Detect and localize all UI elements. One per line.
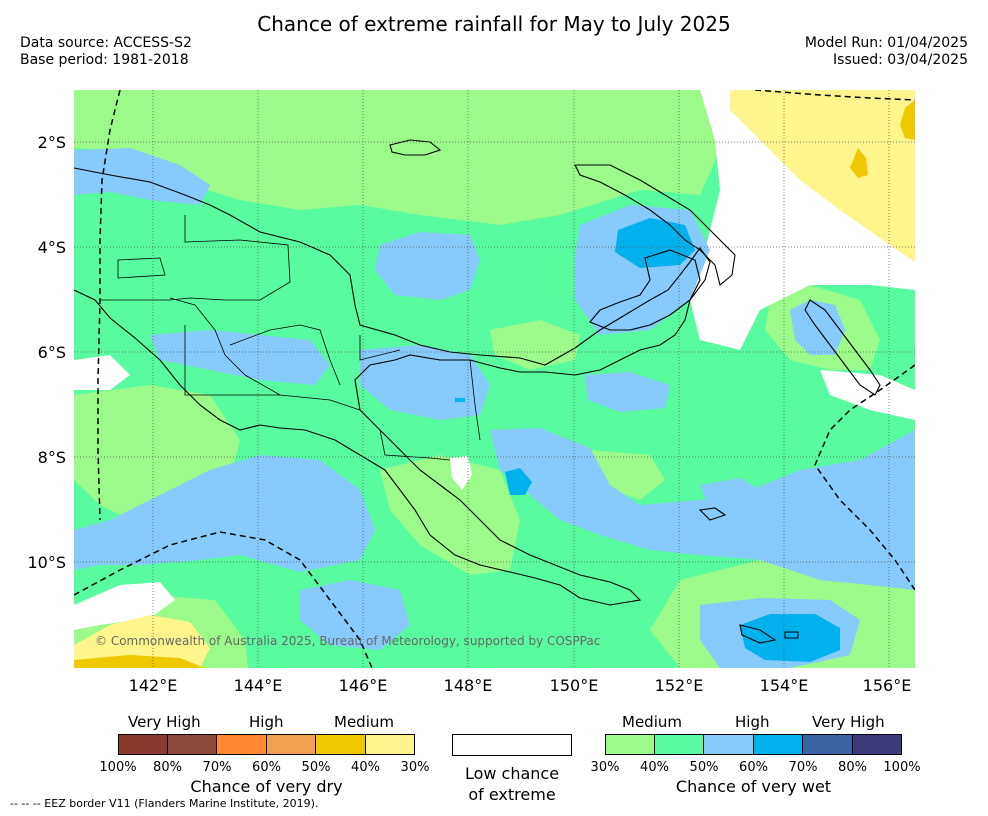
lon-label-156e: 156°E (863, 676, 912, 695)
wet-caption: Chance of very wet (675, 777, 832, 796)
eez-note: -- -- -- EEZ border V11 (Flanders Marine… (10, 797, 319, 810)
lon-label-148e: 148°E (444, 676, 493, 695)
dry-swatch-2 (167, 734, 217, 755)
longitude-labels: 142°E 144°E 146°E 148°E 150°E 152°E 154°… (129, 676, 912, 695)
lon-label-146e: 146°E (339, 676, 388, 695)
field-high-wet-mid (585, 372, 670, 412)
field-high-dry-ne2 (900, 100, 915, 140)
field-high-dry-sw (74, 655, 205, 668)
probability-field (74, 90, 915, 668)
low-chance-line1: Low chance (464, 764, 560, 783)
dry-tick-label: 30% (400, 760, 430, 775)
lat-label-6s: 6°S (38, 343, 66, 362)
lon-label-154e: 154°E (760, 676, 809, 695)
low-chance-swatch (452, 734, 572, 756)
new-britain-coast (574, 164, 736, 286)
wet-swatch-3 (704, 734, 754, 755)
field-light-green-north (74, 90, 720, 225)
dry-tick-label: 40% (351, 760, 380, 775)
province-borders (100, 215, 481, 461)
wet-header-medium: Medium (622, 713, 682, 731)
wet-swatch-2 (654, 734, 704, 755)
field-low-chance-west (74, 355, 130, 390)
field-high-wet-central-south (490, 428, 915, 590)
copyright-notice: © Commonwealth of Australia 2025, Bureau… (95, 634, 600, 648)
wet-swatch-1 (605, 734, 655, 755)
dry-tick-label: 70% (202, 760, 232, 775)
dry-header-high: High (249, 713, 284, 731)
field-very-high-wet-small (455, 398, 465, 402)
dry-swatch-1 (118, 734, 168, 755)
data-source: Data source: ACCESS-S2 (20, 35, 192, 51)
run-info: Model Run: 01/04/2025 Issued: 03/04/2025 (805, 35, 968, 69)
field-high-wet-west-central (150, 330, 330, 385)
field-low-chance-east (820, 370, 915, 420)
model-run: Model Run: 01/04/2025 (804, 35, 968, 51)
graticule (74, 90, 915, 668)
field-medium-dry-sw (74, 615, 210, 668)
dry-header-medium: Medium (334, 713, 394, 731)
low-chance-line2: of extreme (468, 785, 556, 804)
lat-label-10s: 10°S (27, 553, 66, 572)
issued-date: Issued: 03/04/2025 (833, 52, 968, 68)
field-high-wet-south-west (74, 455, 375, 572)
new-ireland-coast (589, 249, 701, 331)
field-very-high-wet-mid (505, 468, 532, 495)
field-light-green-central (380, 455, 520, 575)
wet-tick-label: 60% (739, 760, 768, 775)
wet-swatch-5 (803, 734, 853, 755)
wet-header-very-high: Very High (812, 713, 885, 731)
wet-tick-label: 70% (788, 760, 818, 775)
lon-label-152e: 152°E (655, 676, 704, 695)
wet-tick-label: 100% (883, 760, 921, 775)
dry-swatch-5 (316, 734, 366, 755)
wet-tick-label: 30% (590, 760, 620, 775)
lon-label-142e: 142°E (129, 676, 178, 695)
field-high-wet-south-east-small (700, 478, 760, 500)
lat-label-2s: 2°S (38, 133, 66, 152)
latitude-labels: 2°S 4°S 6°S 8°S 10°S (27, 133, 66, 572)
base-period: Base period: 1981-2018 (20, 52, 189, 68)
wet-tick-label: 50% (689, 760, 719, 775)
field-medium-dry-ne (730, 90, 915, 262)
rainfall-map: 2°S 4°S 6°S 8°S 10°S 142°E 144°E 146°E 1… (27, 90, 915, 695)
dry-tick-label: 50% (301, 760, 331, 775)
lon-label-144e: 144°E (234, 676, 283, 695)
wet-swatch-4 (753, 734, 803, 755)
lat-label-4s: 4°S (38, 238, 66, 257)
wet-header-high: High (735, 713, 770, 731)
wet-swatch-6 (852, 734, 902, 755)
lat-label-8s: 8°S (38, 448, 66, 467)
dry-tick-label: 80% (153, 760, 182, 775)
eez-borders (74, 90, 915, 668)
wet-tick-label: 40% (640, 760, 669, 775)
data-info: Data source: ACCESS-S2 Base period: 1981… (20, 35, 192, 69)
field-low-chance-center (450, 456, 472, 490)
dry-header-very-high: Very High (128, 713, 201, 731)
bougainville-coast (804, 299, 881, 396)
field-high-wet-central-north (375, 232, 480, 300)
dry-swatch-3 (217, 734, 267, 755)
dry-caption: Chance of very dry (190, 777, 343, 796)
islands-se (698, 507, 799, 644)
wet-tick-label: 80% (838, 760, 867, 775)
dry-tick-label: 60% (252, 760, 281, 775)
new-guinea-coast (74, 167, 711, 606)
coastlines (74, 139, 881, 644)
field-high-dry-ne1 (850, 148, 868, 178)
dry-tick-label: 100% (99, 760, 137, 775)
manus-coast (389, 139, 442, 156)
lon-label-150e: 150°E (550, 676, 599, 695)
field-high-wet-nw (74, 148, 210, 205)
dry-swatch-6 (365, 734, 415, 755)
map-title: Chance of extreme rainfall for May to Ju… (257, 12, 731, 36)
dry-swatch-4 (266, 734, 316, 755)
